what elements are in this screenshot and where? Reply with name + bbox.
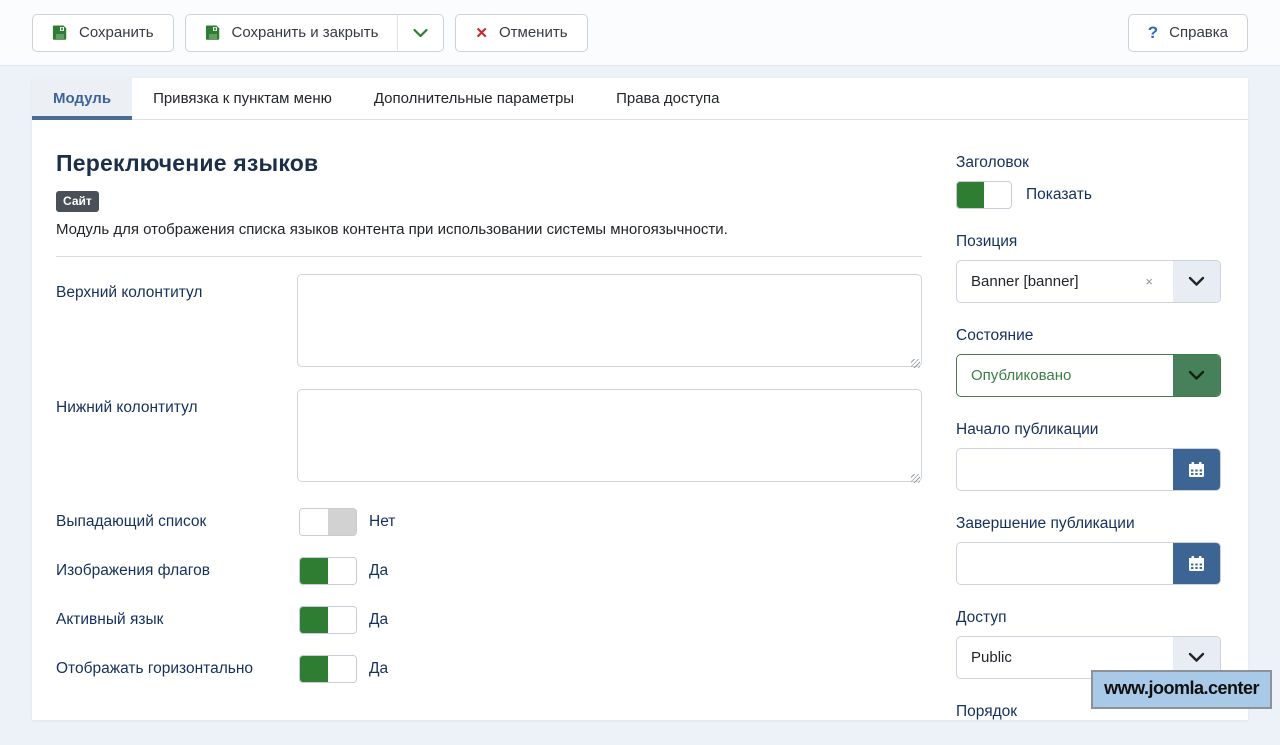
publish-end-group: Завершение публикации bbox=[956, 515, 1221, 585]
active-language-toggle[interactable] bbox=[299, 606, 357, 634]
header-textarea-label: Верхний колонтитул bbox=[56, 274, 297, 372]
cancel-button[interactable]: ✕ Отменить bbox=[455, 14, 587, 52]
module-settings-sidebar: Заголовок Показать Позиция Banner [banne… bbox=[956, 120, 1221, 745]
toolbar-right-group: ? Справка bbox=[1128, 14, 1248, 52]
position-group: Позиция Banner [banner] × bbox=[956, 233, 1221, 303]
toggle-label: Активный язык bbox=[56, 611, 299, 629]
tab-advanced-options[interactable]: Дополнительные параметры bbox=[353, 78, 595, 119]
title-group: Заголовок Показать bbox=[956, 154, 1221, 209]
publish-start-group: Начало публикации bbox=[956, 421, 1221, 491]
clear-position-icon[interactable]: × bbox=[1145, 274, 1159, 289]
question-icon: ? bbox=[1148, 23, 1158, 43]
chevron-down-icon bbox=[1188, 276, 1205, 287]
header-textarea[interactable] bbox=[297, 274, 922, 367]
show-title-toggle[interactable] bbox=[956, 181, 1012, 209]
save-options-dropdown-button[interactable] bbox=[397, 14, 444, 52]
chevron-down-icon bbox=[413, 28, 428, 38]
footer-textarea[interactable] bbox=[297, 389, 922, 482]
publish-end-label: Завершение публикации bbox=[956, 515, 1221, 533]
tab-label: Дополнительные параметры bbox=[374, 90, 574, 107]
access-select-label: Доступ bbox=[956, 609, 1221, 627]
publish-end-field bbox=[956, 542, 1221, 585]
toggle-value: Да bbox=[369, 660, 388, 678]
toolbar: Сохранить Сохранить и закрыть bbox=[0, 0, 1280, 66]
save-button[interactable]: Сохранить bbox=[32, 14, 174, 52]
calendar-icon bbox=[1188, 555, 1205, 572]
status-select[interactable]: Опубликовано bbox=[956, 354, 1221, 397]
toolbar-left-group: Сохранить Сохранить и закрыть bbox=[32, 14, 588, 52]
toggle-value: Нет bbox=[369, 513, 395, 531]
divider bbox=[56, 256, 922, 257]
tabbar: Модуль Привязка к пунктам меню Дополните… bbox=[32, 78, 1248, 120]
page-title: Переключение языков bbox=[56, 150, 922, 177]
toggle-row-active-language: Активный язык Да bbox=[56, 606, 922, 634]
save-icon bbox=[205, 25, 221, 41]
publish-start-calendar-button[interactable] bbox=[1173, 449, 1220, 490]
cancel-button-label: Отменить bbox=[499, 24, 568, 41]
status-select-addon[interactable] bbox=[1173, 355, 1220, 396]
toggle-value: Да bbox=[369, 611, 388, 629]
panel-content: Переключение языков Сайт Модуль для отоб… bbox=[32, 120, 1248, 745]
publish-start-field bbox=[956, 448, 1221, 491]
help-button[interactable]: ? Справка bbox=[1128, 14, 1248, 52]
status-select-label: Состояние bbox=[956, 327, 1221, 345]
tab-label: Привязка к пунктам меню bbox=[153, 90, 332, 107]
tab-module[interactable]: Модуль bbox=[32, 78, 132, 119]
save-icon bbox=[52, 25, 68, 41]
help-button-label: Справка bbox=[1169, 24, 1228, 41]
publish-start-input[interactable] bbox=[957, 449, 1173, 490]
module-description: Модуль для отображения списка языков кон… bbox=[56, 221, 922, 238]
status-group: Состояние Опубликовано bbox=[956, 327, 1221, 397]
access-selected-value: Public bbox=[971, 649, 1012, 666]
toggle-label: Выпадающий список bbox=[56, 513, 299, 531]
horizontal-display-toggle[interactable] bbox=[299, 655, 357, 683]
chevron-down-icon bbox=[1188, 652, 1205, 663]
save-button-label: Сохранить bbox=[79, 24, 154, 41]
position-select-label: Позиция bbox=[956, 233, 1221, 251]
form-row-footer: Нижний колонтитул bbox=[56, 389, 922, 487]
footer-textarea-label: Нижний колонтитул bbox=[56, 389, 297, 487]
save-close-split-button: Сохранить и закрыть bbox=[185, 14, 445, 52]
watermark: www.joomla.center bbox=[1091, 670, 1272, 709]
toggle-label: Отображать горизонтально bbox=[56, 660, 299, 678]
status-selected-value: Опубликовано bbox=[971, 367, 1071, 384]
position-select[interactable]: Banner [banner] × bbox=[956, 260, 1221, 303]
tab-label: Модуль bbox=[53, 90, 111, 107]
close-icon: ✕ bbox=[475, 24, 488, 42]
dropdown-list-toggle[interactable] bbox=[299, 508, 357, 536]
position-select-addon[interactable] bbox=[1173, 261, 1220, 302]
publish-end-input[interactable] bbox=[957, 543, 1173, 584]
client-badge: Сайт bbox=[56, 191, 99, 212]
ordering-label: Порядок bbox=[956, 703, 1017, 720]
publish-start-label: Начало публикации bbox=[956, 421, 1221, 439]
access-group: Доступ Public bbox=[956, 609, 1221, 679]
tab-permissions[interactable]: Права доступа bbox=[595, 78, 740, 119]
tab-menu-assignment[interactable]: Привязка к пунктам меню bbox=[132, 78, 353, 119]
save-close-button[interactable]: Сохранить и закрыть bbox=[185, 14, 398, 52]
module-options-column: Переключение языков Сайт Модуль для отоб… bbox=[56, 120, 922, 745]
toggle-row-horizontal-display: Отображать горизонтально Да bbox=[56, 655, 922, 683]
toggle-label: Изображения флагов bbox=[56, 562, 299, 580]
chevron-down-icon bbox=[1188, 370, 1205, 381]
module-edit-panel: Модуль Привязка к пунктам меню Дополните… bbox=[32, 78, 1248, 720]
toggle-value: Да bbox=[369, 562, 388, 580]
toggle-row-dropdown-list: Выпадающий список Нет bbox=[56, 508, 922, 536]
form-row-header: Верхний колонтитул bbox=[56, 274, 922, 372]
tab-label: Права доступа bbox=[616, 90, 719, 107]
header-textarea-wrap bbox=[297, 274, 922, 372]
toggle-row-flag-images: Изображения флагов Да bbox=[56, 557, 922, 585]
footer-textarea-wrap bbox=[297, 389, 922, 487]
save-close-button-label: Сохранить и закрыть bbox=[232, 24, 379, 41]
publish-end-calendar-button[interactable] bbox=[1173, 543, 1220, 584]
title-toggle-label: Заголовок bbox=[956, 154, 1221, 172]
flag-images-toggle[interactable] bbox=[299, 557, 357, 585]
show-title-value: Показать bbox=[1026, 186, 1092, 204]
position-selected-value: Banner [banner] bbox=[971, 273, 1079, 290]
calendar-icon bbox=[1188, 461, 1205, 478]
